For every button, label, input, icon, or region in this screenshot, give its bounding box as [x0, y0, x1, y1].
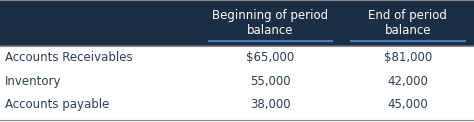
Text: 45,000: 45,000 [387, 98, 428, 111]
Text: 55,000: 55,000 [250, 75, 291, 88]
Text: Beginning of period
balance: Beginning of period balance [212, 9, 328, 37]
Text: End of period
balance: End of period balance [368, 9, 447, 37]
Text: $65,000: $65,000 [246, 51, 294, 64]
Text: Accounts payable: Accounts payable [5, 98, 109, 111]
Text: 42,000: 42,000 [387, 75, 428, 88]
Text: $81,000: $81,000 [383, 51, 432, 64]
Bar [0, 93, 474, 116]
Text: Accounts Receivables: Accounts Receivables [5, 51, 132, 64]
Bar [0, 46, 474, 70]
Text: 38,000: 38,000 [250, 98, 291, 111]
Bar [0, 70, 474, 93]
Text: Inventory: Inventory [5, 75, 61, 88]
Bar [0, 0, 474, 46]
